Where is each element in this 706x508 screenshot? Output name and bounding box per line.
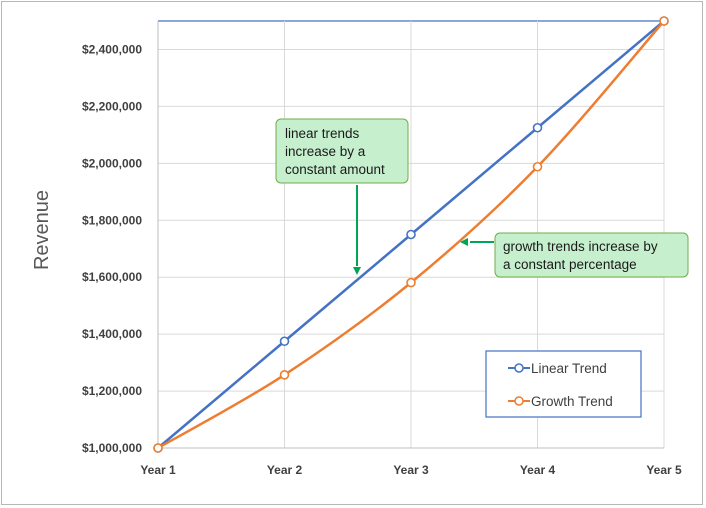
callout-box [494,232,689,278]
data-point [659,16,669,26]
x-tick-label: Year 3 [393,463,429,477]
legend-box [485,350,642,418]
callout-text: a constant percentage [503,257,637,272]
data-point [532,122,543,133]
legend-label: Growth Trend [531,394,613,409]
data-point [406,229,416,240]
y-tick-label: $2,400,000 [82,42,142,56]
y-tick-label: $2,200,000 [82,99,142,113]
callout-text: linear trends [285,126,360,141]
data-point [279,370,290,380]
legend-swatch-marker [514,363,524,373]
callout-box [275,118,409,184]
y-axis-label: Revenue [31,190,53,270]
callout-text: increase by a [285,144,366,159]
y-tick-labels: $1,000,000 $1,200,000 $1,400,000 $1,600,000… [82,42,142,455]
x-tick-label: Year 2 [267,463,303,477]
x-tick-label: Year 4 [520,463,556,477]
data-point [153,443,163,453]
arrow-head [460,238,468,246]
x-tick-label: Year 1 [140,463,176,477]
legend-swatch-marker [514,396,524,406]
data-point [406,277,416,288]
callout-text: growth trends increase by [503,239,658,254]
x-tick-label: Year 5 [646,463,682,477]
data-point [532,161,543,172]
callout-text: constant amount [285,162,385,177]
y-tick-label: $2,000,000 [82,156,142,170]
x-tick-labels: Year 1 Year 2 Year 3 Year 4 Year 5 [140,463,682,477]
legend: Linear Trend Growth Trend [485,350,642,418]
arrow-head [353,267,361,275]
y-tick-label: $1,400,000 [82,327,142,341]
y-tick-label: $1,800,000 [82,213,142,227]
y-tick-label: $1,000,000 [82,441,142,455]
data-point [279,336,290,347]
y-tick-label: $1,600,000 [82,270,142,284]
callouts: linear trends increase by a constant amoun… [275,118,689,278]
series-lines [153,16,669,453]
legend-label: Linear Trend [531,361,607,376]
y-tick-label: $1,200,000 [82,384,142,398]
axes [157,21,664,449]
